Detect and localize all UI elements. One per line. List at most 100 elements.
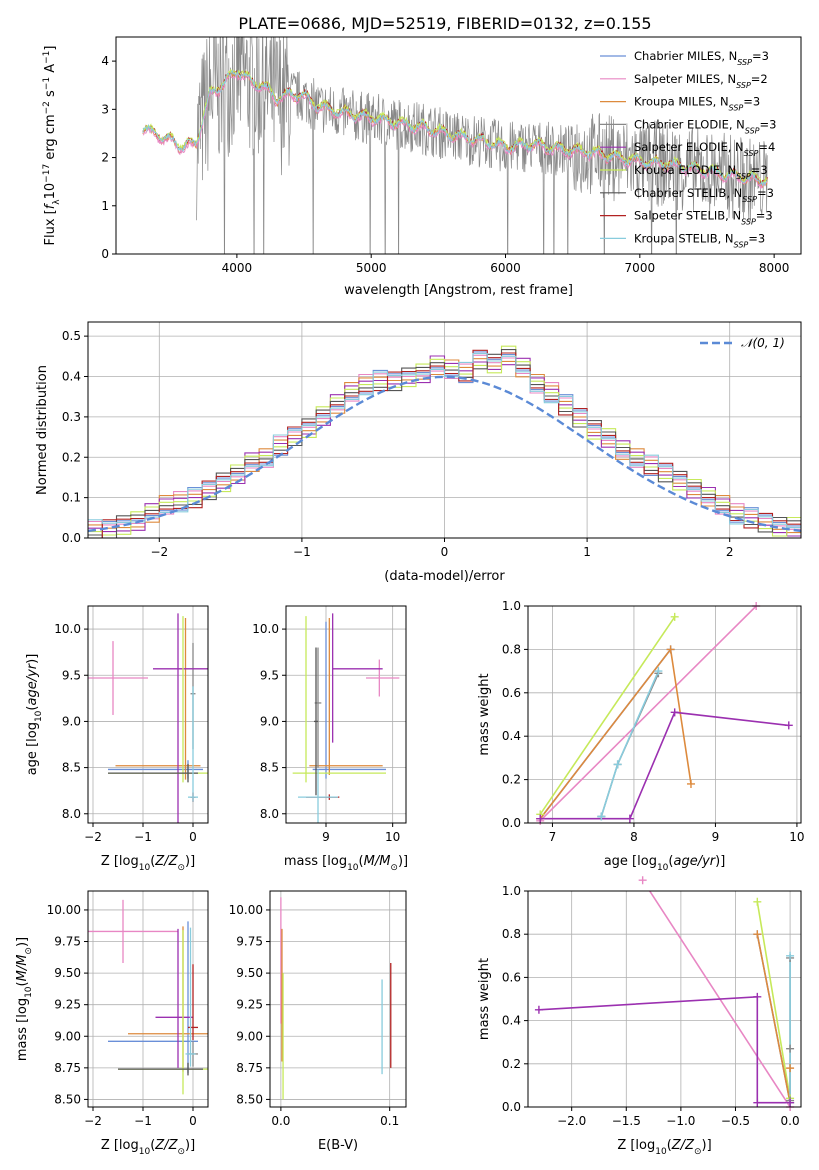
x-tick-label: 0.0: [271, 1114, 290, 1128]
weight-marker: [638, 876, 647, 885]
label-part: )]: [25, 654, 40, 664]
panel-weight-vs-Z: −2.0 −1.5 −1.0 −0.5 0.0 0.0 0.2 0.4 0.6 0.8 1.0 Z […: [477, 876, 802, 1157]
y-tick-label: 0.8: [502, 927, 521, 941]
label-part: 10: [24, 986, 34, 998]
x-tick-label: 0: [189, 1114, 197, 1128]
label-part: ⊙: [24, 947, 34, 955]
model-spectrum-line: [142, 71, 768, 190]
legend-count: =3: [751, 163, 768, 177]
x-tick-label: −0.5: [721, 1114, 750, 1128]
y-tick-label: 8.5: [260, 761, 279, 775]
x-axis-label: (data-model)/error: [384, 569, 505, 584]
label-part: (: [150, 1138, 155, 1153]
y-tick-label: 9.25: [236, 998, 263, 1012]
weight-line: [648, 891, 791, 1107]
y-tick-label: 9.75: [54, 935, 81, 949]
legend-label: Chabrier ELODIE, NSSP=3: [634, 117, 776, 135]
legend-sub: SSP: [736, 80, 751, 89]
label-part: −17: [42, 164, 52, 183]
y-tick-label: 1: [101, 199, 109, 213]
plot-area: [280, 897, 392, 1100]
label-part: 10: [347, 863, 359, 873]
y-tick-label: 9.00: [54, 1029, 81, 1043]
axes-frame: [87, 321, 802, 539]
y-tick-label: 3: [101, 102, 109, 116]
label-part: (data-model)/error: [384, 569, 505, 584]
label-part: Flux [: [43, 209, 58, 245]
y-tick-label: 9.50: [54, 966, 81, 980]
weight-marker: [753, 897, 762, 906]
weight-marker: [666, 645, 675, 654]
legend-label: Salpeter MILES, NSSP=2: [634, 72, 768, 90]
x-tick-label: 0.1: [380, 1114, 399, 1128]
legend-label: Kroupa ELODIE, NSSP=3: [634, 163, 768, 181]
weight-marker: [753, 992, 762, 1001]
weight-marker: [786, 1098, 795, 1107]
x-tick-label: −2.0: [557, 1114, 586, 1128]
weight-marker: [786, 951, 795, 960]
label-part: )]: [185, 854, 195, 869]
x-tick-label: −2: [84, 830, 102, 844]
label-part: wavelength [Angstrom, rest frame]: [344, 283, 573, 298]
x-tick-label: −1: [134, 830, 152, 844]
label-part: 10: [43, 183, 58, 200]
weight-marker: [784, 721, 793, 730]
y-tick-label: 0.1: [62, 491, 81, 505]
x-tick-label: 9: [322, 830, 330, 844]
legend-count: =4: [758, 140, 775, 154]
legend-count: =3: [748, 231, 765, 245]
label-part: −2: [42, 101, 52, 114]
label-part: ⊙: [177, 1147, 185, 1157]
label-part: )]: [702, 1138, 712, 1153]
x-tick-label: 0.0: [781, 1114, 800, 1128]
axes-frame: [527, 605, 802, 824]
legend-label: Chabrier MILES, NSSP=3: [634, 49, 769, 67]
weight-line: [540, 711, 789, 820]
weight-marker: [786, 1064, 795, 1073]
weight-marker: [686, 779, 695, 788]
label-part: erg cm: [43, 114, 58, 163]
legend-label: Chabrier STELIB, NSSP=3: [634, 186, 774, 204]
label-part: s: [43, 90, 58, 101]
y-tick-label: 8.75: [236, 1061, 263, 1075]
x-tick-label: −2: [84, 1114, 102, 1128]
x-tick-label: 0: [189, 830, 197, 844]
y-tick-label: 0.0: [502, 1100, 521, 1114]
panel-spectrum: 4000 5000 6000 7000 8000 0 1 2 3 4 wavelength [Ang…: [42, 36, 802, 298]
y-tick-label: 0.4: [502, 729, 521, 743]
label-part: 10: [34, 710, 44, 722]
label-part: )]: [715, 854, 725, 869]
x-tick-label: 8: [630, 830, 638, 844]
y-tick-label: 0.0: [62, 531, 81, 545]
legend-text: Chabrier MILES, N: [634, 49, 737, 63]
x-tick-label: 9: [712, 830, 720, 844]
legend-sub: SSP: [744, 149, 759, 158]
legend-sub: SSP: [737, 58, 752, 67]
x-tick-label: 8000: [759, 261, 790, 275]
weight-line: [756, 934, 791, 1103]
x-tick-label: −2: [150, 545, 168, 559]
label-part: (: [667, 1138, 672, 1153]
label-part: )]: [185, 1138, 195, 1153]
label-part: age/yr: [25, 662, 40, 705]
legend-text: Chabrier STELIB, N: [634, 186, 742, 200]
label-part: )]: [398, 854, 408, 869]
axes-frame: [285, 605, 407, 824]
y-axis-label: age [log10(age/yr)]: [25, 654, 44, 776]
label-part: −1: [42, 77, 52, 90]
label-part: mass [log: [15, 998, 30, 1061]
panel-mass-vs-Z: −2 −1 0 8.50 8.75 9.00 9.25 9.50 9.75 10.00 Z [log…: [15, 890, 209, 1157]
observed-spectrum-line: [196, 37, 768, 254]
weight-marker: [534, 1005, 543, 1014]
y-tick-label: 2: [101, 151, 109, 165]
legend-label: Salpeter STELIB, NSSP=3: [634, 209, 773, 227]
legend-sub: SSP: [742, 194, 757, 203]
label-part: ⊙: [390, 863, 398, 873]
y-axis-label: mass [log10(M/M⊙)]: [15, 937, 34, 1061]
plot-area: [88, 613, 208, 823]
weight-marker: [753, 930, 762, 939]
label-part: Z/Z: [154, 854, 178, 869]
legend-sub: SSP: [736, 172, 751, 181]
weight-marker: [613, 760, 622, 769]
